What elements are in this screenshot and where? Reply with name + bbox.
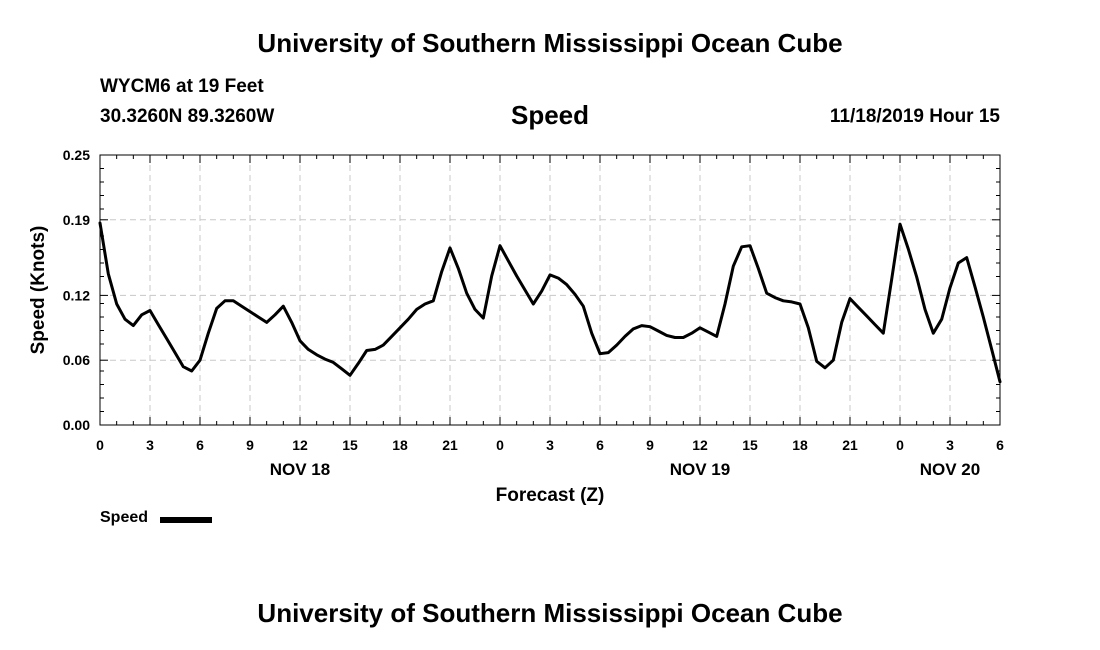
x-tick-label: 0 <box>96 437 104 453</box>
legend-label: Speed <box>100 509 149 526</box>
timestamp-label: 11/18/2019 Hour 15 <box>829 106 1000 127</box>
x-tick-label: 15 <box>342 437 358 453</box>
station-label: WYCM6 at 19 Feet <box>100 76 264 97</box>
y-tick-label: 0.00 <box>63 417 90 433</box>
x-tick-label: 3 <box>546 437 554 453</box>
day-label: NOV 20 <box>920 460 980 479</box>
y-tick-label: 0.12 <box>63 287 90 303</box>
y-tick-label: 0.25 <box>63 147 90 163</box>
coordinates-label: 30.3260N 89.3260W <box>100 106 275 127</box>
x-tick-label: 3 <box>146 437 154 453</box>
x-tick-label: 0 <box>896 437 904 453</box>
x-tick-label: 21 <box>442 437 458 453</box>
y-tick-label: 0.19 <box>63 212 90 228</box>
x-tick-label: 6 <box>996 437 1004 453</box>
org-title-bottom: University of Southern Mississippi Ocean… <box>257 598 843 628</box>
x-tick-label: 3 <box>946 437 954 453</box>
chart-title: Speed <box>510 100 590 130</box>
day-label: NOV 18 <box>270 460 330 479</box>
series-line-speed <box>98 221 1002 384</box>
x-tick-label: 21 <box>842 437 858 453</box>
y-axis-title: Speed (Knots) <box>28 226 49 355</box>
x-tick-label: 9 <box>646 437 654 453</box>
plot-frame <box>99 154 1001 426</box>
x-tick-label: 12 <box>292 437 308 453</box>
x-tick-label: 15 <box>742 437 758 453</box>
x-axis-title: Forecast (Z) <box>496 485 605 506</box>
x-tick-label: 0 <box>496 437 504 453</box>
day-label: NOV 19 <box>670 460 730 479</box>
x-tick-label: 18 <box>792 437 808 453</box>
x-tick-label: 9 <box>246 437 254 453</box>
legend-swatch <box>160 517 212 523</box>
x-tick-label: 18 <box>392 437 408 453</box>
x-tick-label: 12 <box>692 437 708 453</box>
y-tick-label: 0.06 <box>63 352 90 368</box>
x-tick-label: 6 <box>596 437 604 453</box>
x-tick-label: 6 <box>196 437 204 453</box>
org-title-top: University of Southern Mississippi Ocean… <box>257 28 843 58</box>
